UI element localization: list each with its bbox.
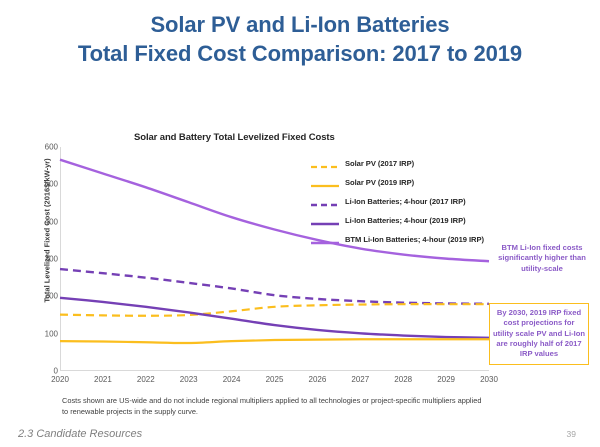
- x-tick-label: 2021: [93, 375, 112, 384]
- legend-item: Li-Ion Batteries; 4-hour (2019 IRP): [310, 211, 510, 230]
- legend-label: Li-Ion Batteries; 4-hour (2017 IRP): [345, 197, 466, 206]
- y-axis-line: [60, 147, 61, 371]
- y-tick-label: 200: [44, 291, 58, 301]
- chart-title: Solar and Battery Total Levelized Fixed …: [134, 132, 335, 143]
- legend-item: BTM Li-Ion Batteries; 4-hour (2019 IRP): [310, 230, 510, 249]
- legend-item: Li-Ion Batteries; 4-hour (2017 IRP): [310, 192, 510, 211]
- legend-swatch-icon: [310, 178, 340, 188]
- series-line: [59, 338, 489, 345]
- series-line: [59, 158, 490, 263]
- legend-item: Solar PV (2017 IRP): [310, 154, 510, 173]
- series-line: [59, 303, 489, 317]
- x-tick-label: 2026: [308, 375, 327, 384]
- x-tick-label: 2027: [351, 375, 370, 384]
- page-title-line-2: Total Fixed Cost Comparison: 2017 to 201…: [77, 41, 523, 67]
- x-tick-label: 2024: [222, 375, 241, 384]
- legend-swatch-icon: [310, 197, 340, 207]
- x-tick-label: 2022: [136, 375, 155, 384]
- legend-swatch-icon: [310, 159, 340, 169]
- footer-page-number: 39: [566, 429, 576, 439]
- page-title-line-1: Solar PV and Li-Ion Batteries: [150, 12, 450, 37]
- legend-label: Solar PV (2019 IRP): [345, 178, 415, 187]
- legend-swatch-icon: [310, 235, 340, 245]
- callout-btm-note: BTM Li-Ion fixed costs significantly hig…: [498, 243, 586, 273]
- chart-series-svg: [59, 158, 490, 345]
- y-tick-label: 500: [44, 179, 58, 189]
- footer-section-label: 2.3 Candidate Resources: [18, 428, 143, 440]
- x-tick-label: 2029: [437, 375, 455, 384]
- legend-item: Solar PV (2019 IRP): [310, 173, 510, 192]
- x-tick-label: 2020: [51, 375, 69, 384]
- x-tick-label: 2023: [179, 375, 198, 384]
- x-axis-line: [60, 370, 489, 371]
- series-line: [59, 296, 490, 339]
- x-tick-label: 2030: [480, 375, 498, 384]
- legend-label: Solar PV (2017 IRP): [345, 159, 415, 168]
- x-tick-label: 2025: [265, 375, 284, 384]
- legend-swatch-icon: [310, 216, 340, 226]
- page-title: Solar PV and Li-Ion Batteries Total Fixe…: [0, 10, 600, 68]
- y-tick-label: 0: [53, 366, 58, 376]
- y-tick-label: 400: [44, 217, 58, 227]
- chart-legend: Solar PV (2017 IRP) Solar PV (2019 IRP) Li…: [310, 154, 510, 249]
- y-tick-label: 600: [44, 142, 58, 152]
- x-tick-label: 2028: [394, 375, 413, 384]
- y-tick-label: 300: [44, 254, 58, 264]
- chart-container: Solar and Battery Total Levelized Fixed …: [24, 130, 498, 385]
- legend-label: Li-Ion Batteries; 4-hour (2019 IRP): [345, 216, 466, 225]
- callout-boxed-note: By 2030, 2019 IRP fixed cost projections…: [489, 303, 589, 366]
- legend-label: BTM Li-Ion Batteries; 4-hour (2019 IRP): [345, 235, 484, 244]
- y-tick-label: 100: [44, 329, 58, 339]
- series-line: [59, 267, 490, 305]
- y-axis-ticks: 0 100 200 300 400 500 600: [24, 130, 58, 385]
- plot-area: 2020 2021 2022 2023 2024 2025 2026 2027 2028 2029…: [51, 147, 498, 384]
- footnote-text: Costs shown are US-wide and do not inclu…: [62, 396, 482, 416]
